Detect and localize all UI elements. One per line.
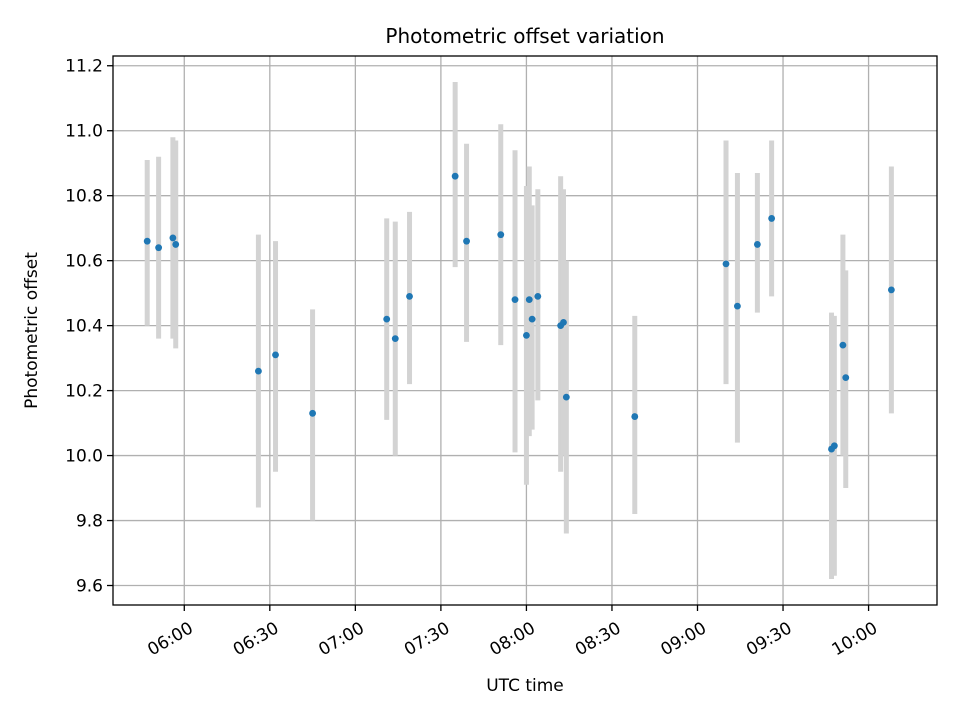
data-point: [839, 341, 847, 349]
y-tick-label: 9.8: [76, 512, 103, 532]
y-tick-label: 11.2: [65, 57, 103, 77]
data-point: [172, 241, 180, 248]
y-tick-label: 9.6: [76, 577, 103, 597]
y-tick-label: 10.6: [65, 252, 103, 272]
data-point: [463, 237, 470, 245]
data-point: [560, 318, 567, 326]
y-tick-label: 10.4: [65, 317, 103, 337]
y-tick-label: 11.0: [65, 122, 103, 142]
data-point: [511, 296, 519, 304]
data-point: [722, 260, 730, 268]
data-point: [255, 367, 262, 375]
y-axis-title: Photometric offset: [22, 252, 42, 409]
data-point: [309, 409, 316, 417]
data-point: [562, 393, 570, 401]
y-tick-label: 10.0: [65, 447, 103, 467]
data-point: [631, 413, 639, 420]
data-point: [155, 244, 163, 252]
data-point: [768, 215, 776, 222]
data-point: [887, 286, 895, 294]
data-point: [734, 302, 741, 310]
data-point: [143, 237, 151, 245]
y-tick-label: 10.2: [65, 382, 103, 402]
plot-frame: [112, 55, 938, 606]
data-point: [497, 231, 505, 239]
x-axis-title: UTC time: [486, 676, 564, 696]
data-point: [842, 374, 850, 382]
chart-title: Photometric offset variation: [385, 24, 664, 48]
data-point: [523, 331, 530, 339]
data-point: [391, 335, 399, 343]
data-point: [383, 315, 391, 323]
markers: [143, 172, 895, 453]
data-point: [406, 292, 413, 300]
data-point: [534, 292, 542, 300]
y-tick-label: 10.8: [65, 187, 103, 207]
data-point: [451, 172, 459, 180]
y-axis: 9.6 9.8 10.0 10.2 10.4 10.6 10.8 11.0 11.2: [65, 57, 113, 597]
data-point: [753, 241, 761, 248]
data-point: [169, 234, 177, 242]
data-point: [528, 315, 536, 323]
data-point: [272, 351, 279, 359]
data-point: [525, 296, 533, 304]
data-point: [830, 442, 838, 450]
